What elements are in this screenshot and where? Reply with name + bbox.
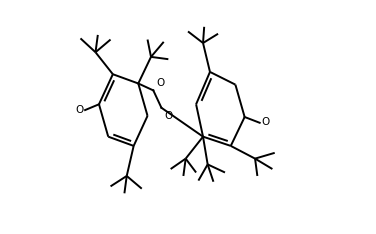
Text: O: O [262,117,270,127]
Text: O: O [156,78,164,88]
Text: O: O [75,105,83,115]
Text: O: O [164,110,173,121]
